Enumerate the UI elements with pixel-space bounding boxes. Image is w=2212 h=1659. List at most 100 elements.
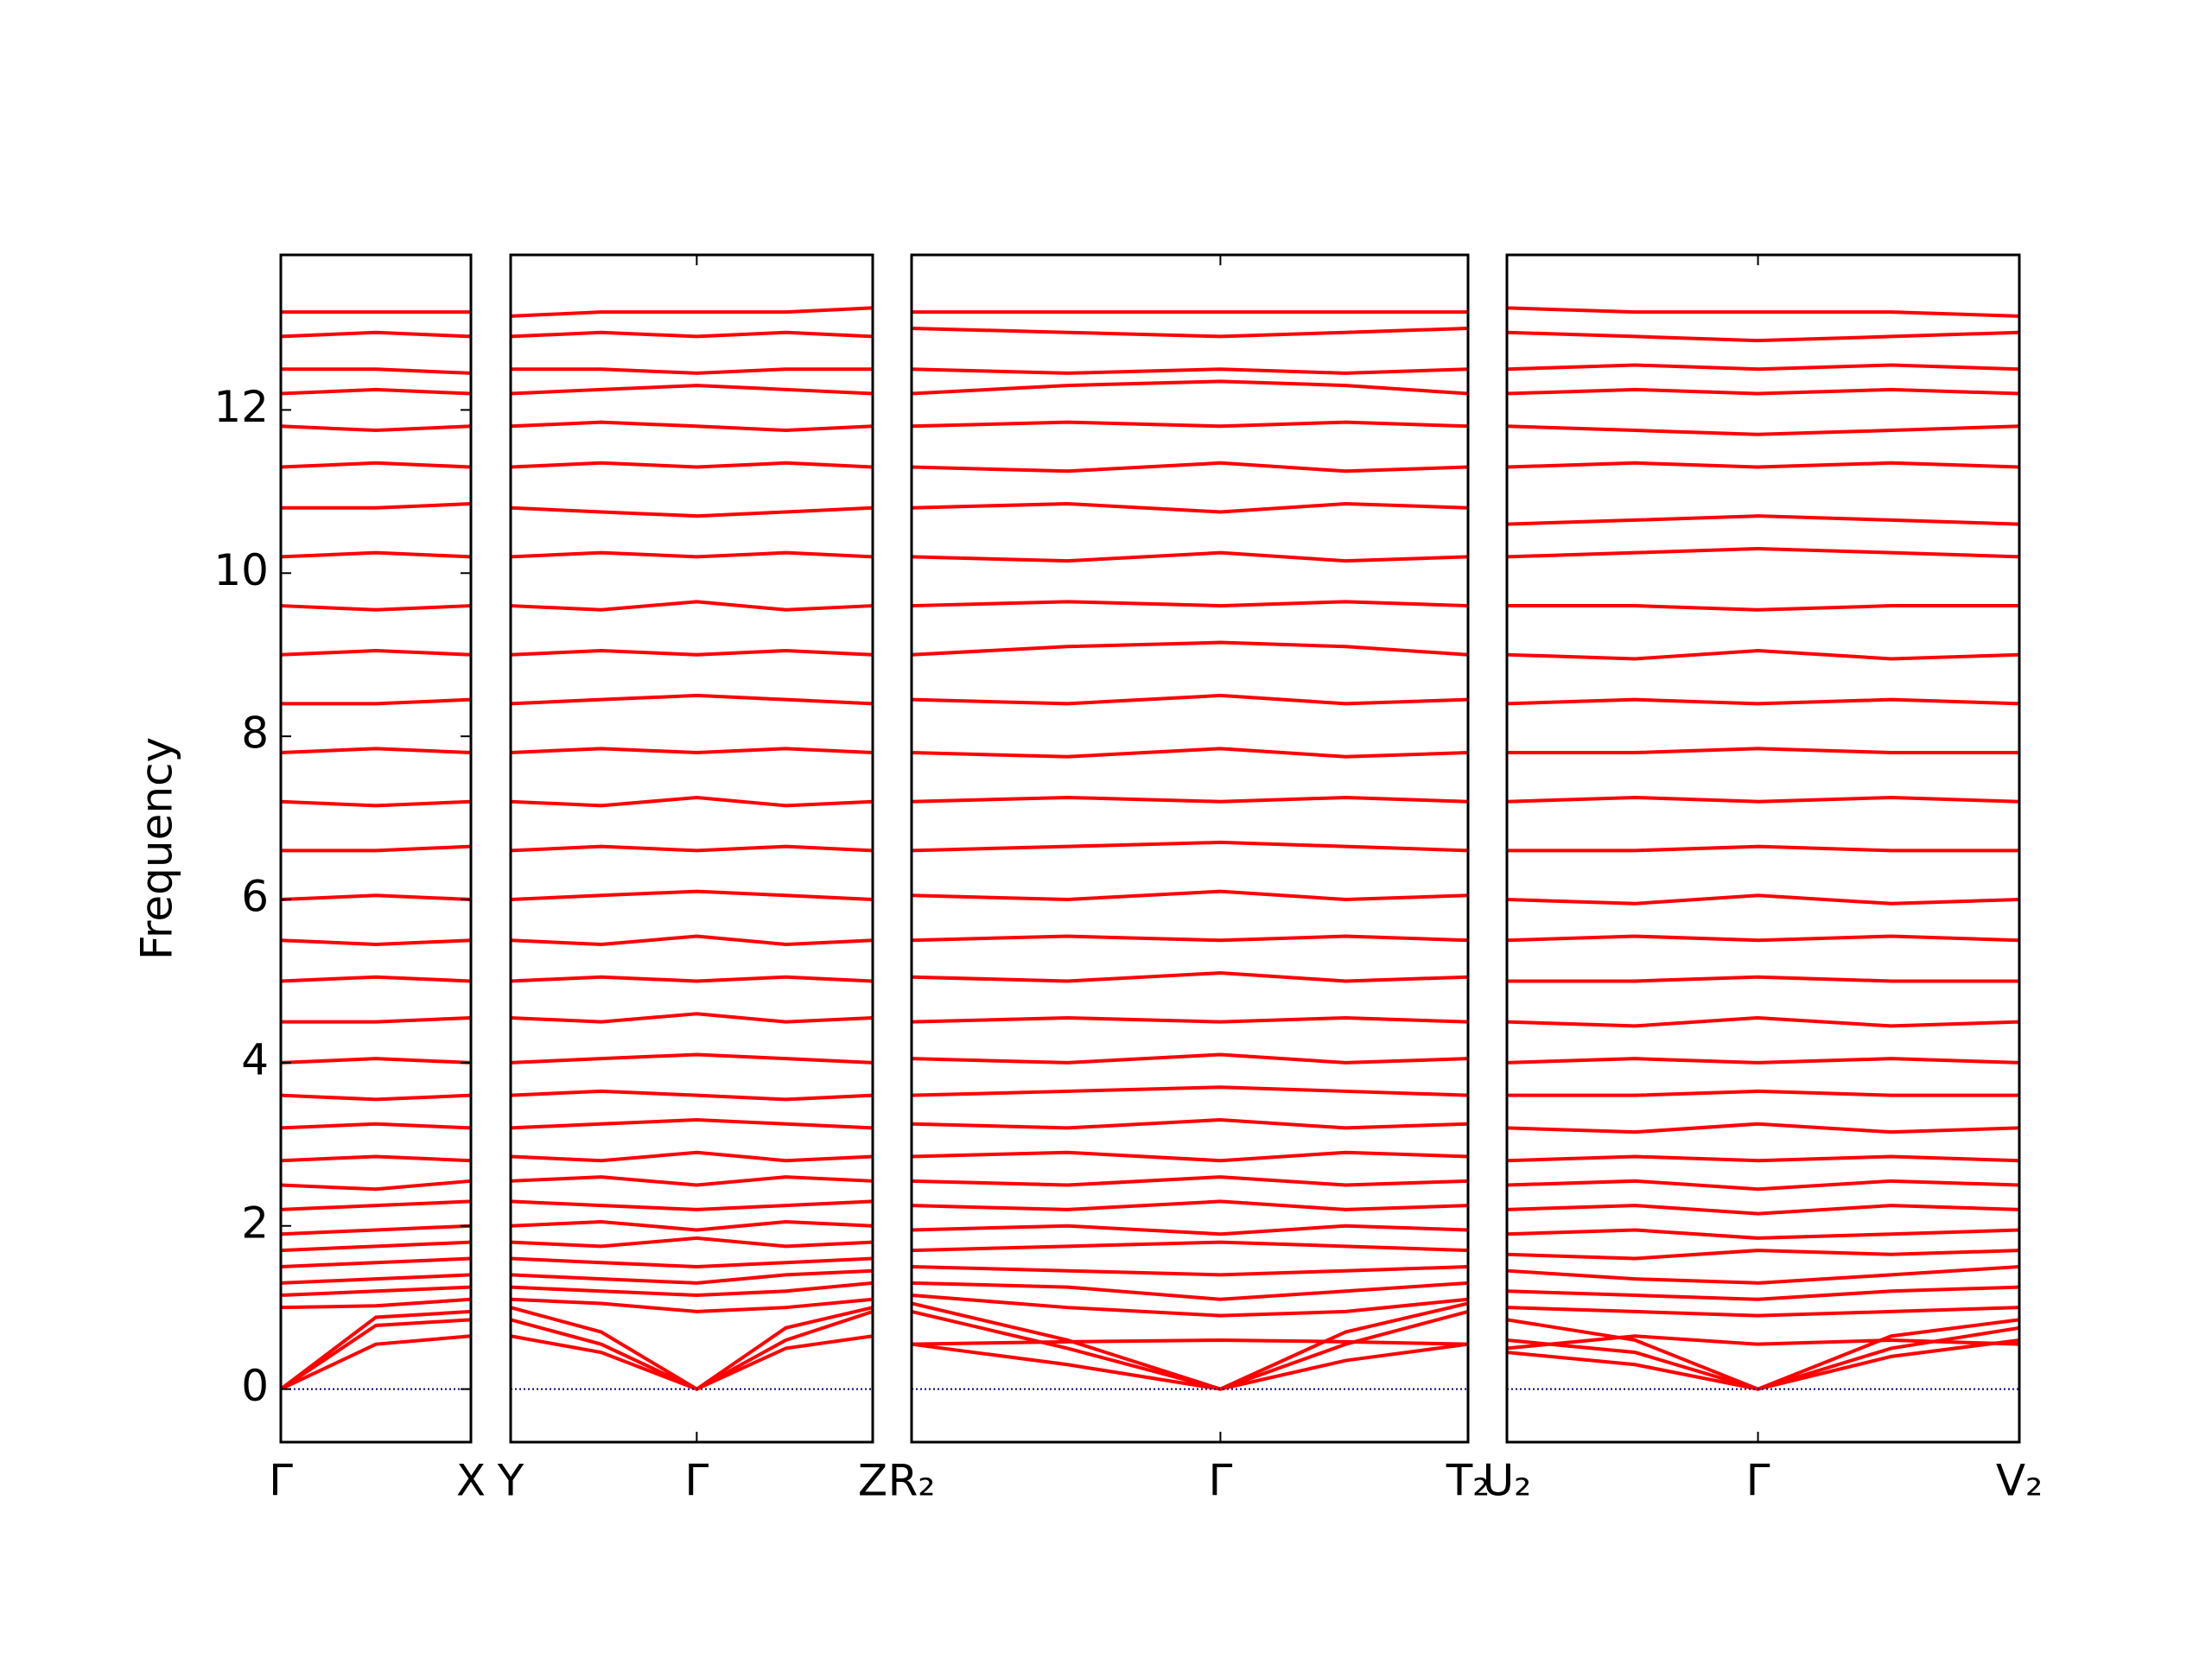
band-line [280, 424, 472, 433]
band-line [280, 550, 472, 559]
band-line [1506, 1249, 2020, 1261]
band-line [280, 604, 472, 612]
band-line [1507, 747, 2019, 755]
band-line [510, 1150, 874, 1163]
x-tick-label: U₂ [1483, 1456, 1532, 1506]
band-line [911, 600, 1469, 608]
band-line [280, 1273, 472, 1285]
band-line [280, 387, 472, 396]
band-line [911, 1150, 1469, 1163]
band-line [911, 747, 1469, 759]
band-line [1507, 1089, 2019, 1097]
band-line [280, 938, 472, 946]
band-line [911, 1224, 1469, 1236]
y-tick-label: 10 [213, 545, 269, 595]
band-line [911, 1117, 1469, 1130]
band-line [1506, 697, 2020, 706]
x-tick-label: X [456, 1456, 486, 1506]
band-line [280, 330, 472, 339]
band-line [510, 330, 874, 339]
band-line [911, 971, 1469, 983]
band-line [281, 697, 472, 706]
band-line [1506, 648, 2020, 661]
panel-frame [509, 253, 874, 1444]
band-line [1506, 1306, 2020, 1318]
band-line [280, 1122, 472, 1130]
band-line [911, 326, 1469, 339]
band-line [911, 1085, 1469, 1097]
band-line [1507, 975, 2019, 983]
x-tick-label: V₂ [1996, 1456, 2043, 1506]
band-line [510, 934, 874, 946]
band-line [1506, 514, 2020, 526]
panel-frame [910, 253, 1470, 1444]
band-line [510, 795, 874, 808]
band-line [1506, 795, 2020, 804]
band-line [911, 1240, 1469, 1253]
x-tick-label: T₂ [1446, 1456, 1491, 1506]
band-line [1506, 363, 2020, 372]
band-line [280, 1297, 472, 1310]
band-line [1506, 1015, 2020, 1028]
band-line [510, 600, 874, 612]
band-line [279, 1318, 472, 1391]
y-tick-label: 12 [213, 382, 269, 432]
band-line [911, 693, 1469, 706]
band-line [281, 1015, 472, 1024]
band-line [510, 1175, 874, 1187]
band-line [510, 505, 874, 518]
band-line [510, 1220, 874, 1232]
band-line [911, 1338, 1469, 1346]
band-line [911, 1015, 1469, 1024]
band-line [911, 1264, 1469, 1277]
band-line [510, 1297, 874, 1313]
y-tick-label: 2 [241, 1198, 269, 1248]
band-line [280, 1334, 472, 1391]
band-line [911, 1294, 1469, 1318]
band-line [510, 461, 874, 469]
band-line [1506, 1318, 2020, 1391]
band-line [1506, 424, 2020, 436]
band-line [911, 1052, 1469, 1065]
band-line [281, 502, 472, 510]
band-line [1506, 1122, 2020, 1135]
x-tick-label: Y [497, 1456, 524, 1506]
band-line [510, 1256, 874, 1268]
band-line [510, 550, 874, 559]
band-line [511, 367, 873, 375]
band-line [1506, 330, 2020, 343]
band-line [1506, 387, 2020, 396]
band-line [281, 844, 472, 853]
band-line [1506, 1057, 2020, 1065]
band-line [280, 975, 472, 983]
band-line [1506, 461, 2020, 469]
x-tick-label: Γ [1208, 1456, 1232, 1506]
panel-frame [1505, 253, 2021, 1444]
band-line [280, 1256, 472, 1268]
band-line [1506, 546, 2020, 559]
band-line [510, 1334, 874, 1391]
band-line [510, 1199, 874, 1211]
band-line [510, 975, 874, 983]
band-line [280, 1179, 472, 1192]
band-line [280, 1224, 472, 1236]
band-line [911, 420, 1469, 429]
band-line [1506, 1334, 2020, 1351]
band-line [510, 1052, 874, 1065]
band-line [510, 1089, 874, 1102]
band-line [911, 1301, 1469, 1391]
band-line [280, 461, 472, 469]
band-line [510, 1117, 874, 1130]
band-line [1506, 1204, 2020, 1216]
panel-frame [279, 253, 473, 1444]
band-line [510, 1236, 874, 1249]
band-line [510, 420, 874, 433]
band-line [1506, 1285, 2020, 1301]
band-line [510, 1306, 874, 1391]
band-line [281, 367, 472, 375]
y-axis-label: Frequency [132, 737, 182, 960]
band-line [911, 934, 1469, 943]
band-line [1506, 1154, 2020, 1163]
y-tick-label: 6 [241, 872, 269, 922]
